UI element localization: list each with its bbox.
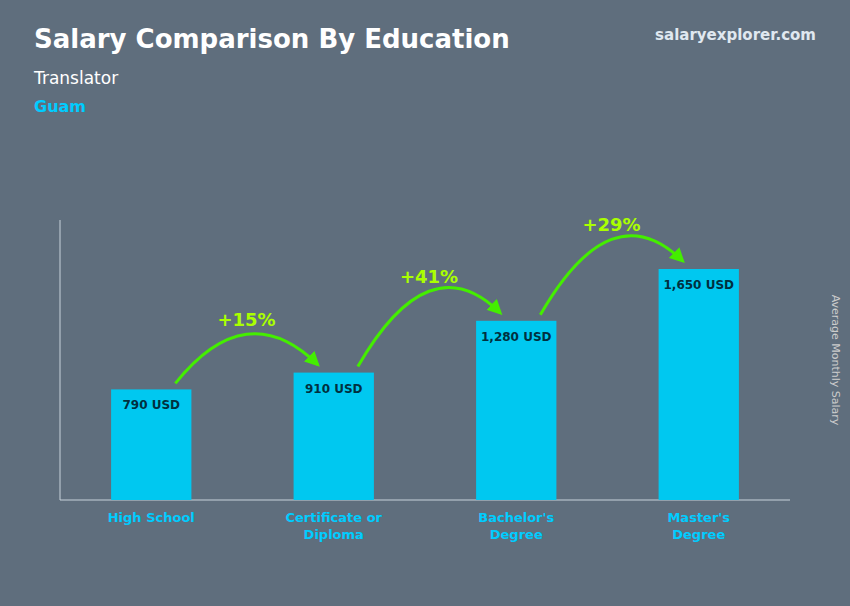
change-arrow (540, 236, 682, 315)
chart: Salary Comparison By Education Translator… (0, 0, 850, 606)
x-tick-label-line: Master's (667, 510, 730, 525)
x-tick-label-line: Diploma (304, 527, 364, 542)
data-label: 790 USD (122, 398, 180, 412)
bar (476, 321, 556, 500)
location: Guam (34, 97, 86, 116)
x-tick-label: Certificate or Diploma (286, 510, 383, 542)
x-tick-label: Bachelor's Degree (478, 510, 554, 542)
y-axis-line (60, 220, 61, 500)
title: Salary Comparison By Education (34, 24, 510, 54)
bar (111, 389, 191, 500)
data-label: 910 USD (305, 382, 363, 396)
change-label: +29% (582, 214, 640, 235)
y-axis-label: Average Monthly Salary (829, 295, 842, 426)
change-label: +41% (400, 266, 458, 287)
change-arrow (175, 334, 317, 384)
change-label: +15% (217, 309, 275, 330)
data-label: 1,650 USD (664, 278, 735, 292)
background (0, 0, 850, 606)
x-tick-label-line: Degree (490, 527, 543, 542)
x-tick-label-line: Certificate or (286, 510, 383, 525)
x-tick-label: High School (108, 510, 195, 525)
bar (659, 269, 739, 500)
change-arrow (358, 288, 500, 367)
x-tick-label: Master's Degree (667, 510, 730, 542)
data-label: 1,280 USD (481, 330, 552, 344)
source: salaryexplorer.com (655, 26, 816, 44)
bar (294, 373, 374, 500)
subtitle: Translator (33, 68, 118, 88)
bars (111, 269, 739, 500)
x-tick-label-line: Bachelor's (478, 510, 554, 525)
x-tick-label-line: High School (108, 510, 195, 525)
x-tick-label-line: Degree (672, 527, 725, 542)
